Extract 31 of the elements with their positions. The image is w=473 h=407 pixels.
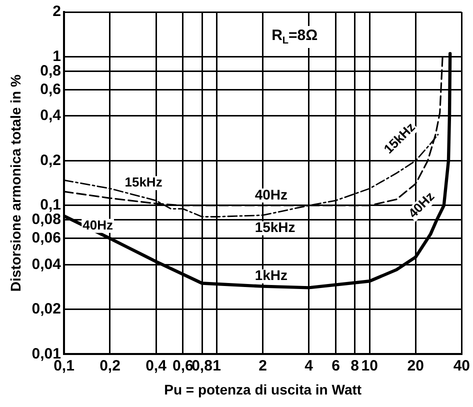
x-tick-label: 6 [332,357,340,374]
y-tick-label: 0,02 [32,300,61,318]
x-tick-label: 10 [361,357,378,374]
y-tick-label: 0,01 [32,345,61,362]
series-label: 1kHz [254,267,288,284]
y-tick-label: 0,04 [32,256,62,273]
y-tick-label: 0,4 [40,107,62,124]
x-axis-title: Pu = potenza di uscita in Watt [164,381,362,398]
x-tick-label: 40 [453,357,470,374]
x-tick-label: 2 [258,357,267,374]
annotation: 40Hz [82,217,114,232]
x-tick-label: 20 [407,357,424,374]
series-label: 15kHz [254,219,296,236]
y-tick-label: 0,08 [32,211,61,228]
y-axis-title: Distorsione armonica totale in % [7,74,24,292]
y-tick-label: 1 [52,48,61,65]
x-tick-label: 0,8 [192,357,212,374]
y-tick-label: 0,2 [40,152,61,169]
x-tick-label: 1 [212,357,221,374]
x-tick-label: 0,4 [146,357,168,374]
x-tick-label: 4 [304,357,314,374]
y-tick-label: 0,1 [40,196,61,214]
x-tick-label: 0,6 [172,357,194,374]
x-tick-label: 0,2 [100,357,120,374]
annotation: 15kHz [124,174,163,190]
y-tick-label: 2 [52,3,61,20]
y-tick-label: 0,06 [32,230,61,247]
y-tick-label: 0,6 [40,80,61,98]
y-tick-label: 0,8 [40,62,61,80]
x-tick-label: 8 [350,357,360,374]
series-label: 40Hz [254,186,288,202]
